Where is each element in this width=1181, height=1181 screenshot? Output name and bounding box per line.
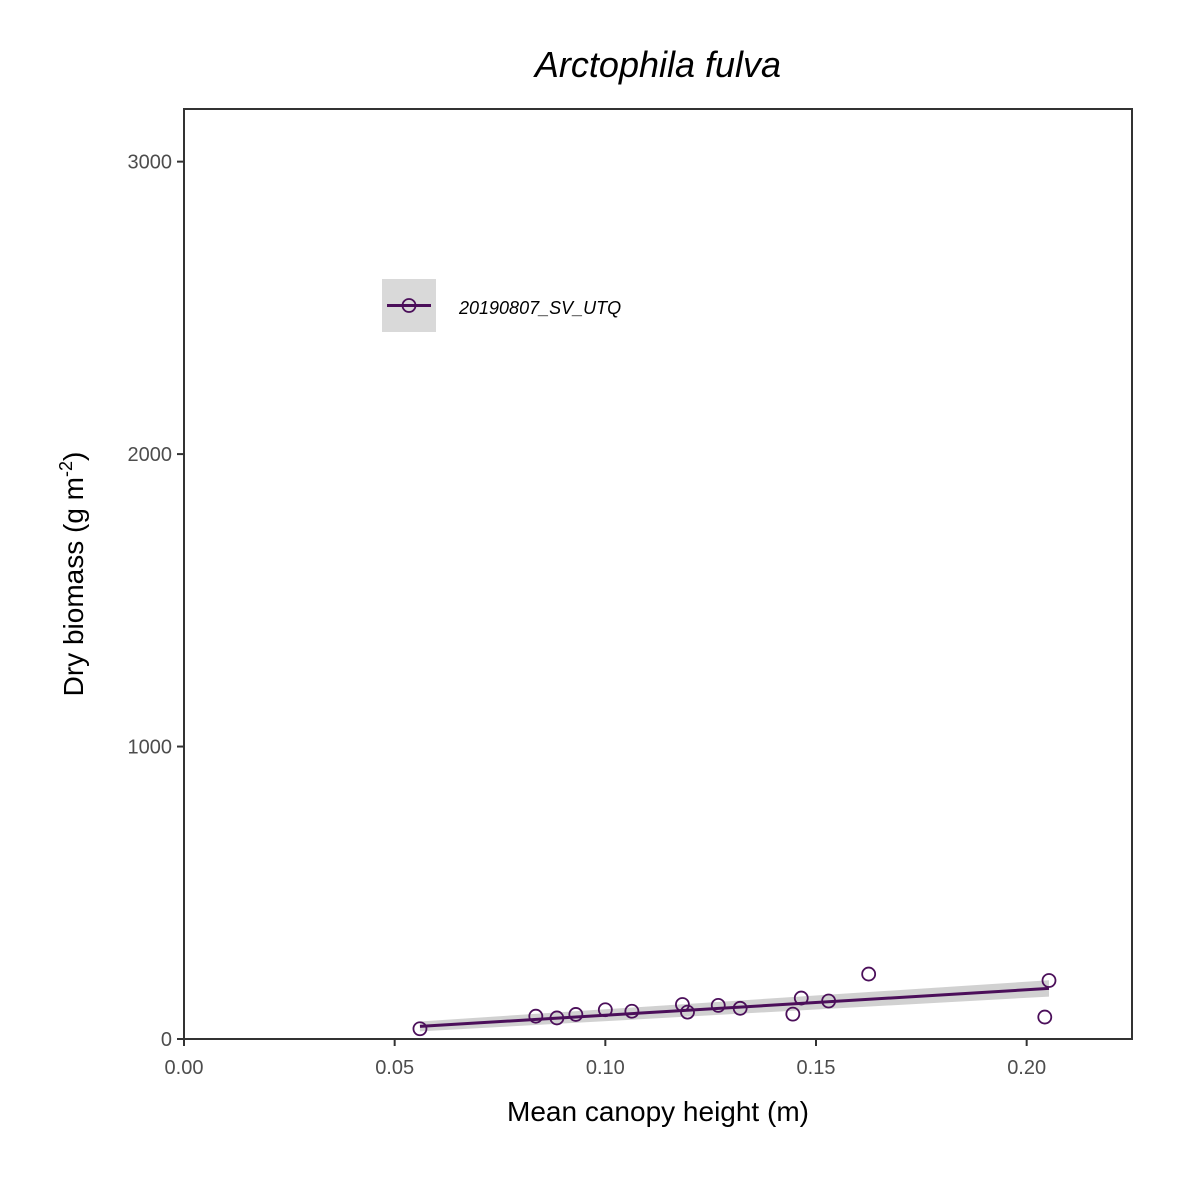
data-point xyxy=(793,990,809,1006)
x-tick-label: 0.10 xyxy=(586,1057,625,1079)
legend-label: 20190807_SV_UTQ xyxy=(458,298,621,318)
data-points-layer xyxy=(412,966,1057,1037)
y-axis: 0 1000 2000 3000 xyxy=(128,152,184,1051)
chart-title: Arctophila fulva xyxy=(533,44,781,85)
y-axis-title: Dry biomass (g m-2) xyxy=(56,452,89,697)
x-tick-label: 0.00 xyxy=(165,1057,204,1079)
data-point xyxy=(624,1003,640,1019)
data-point xyxy=(861,966,877,982)
data-point xyxy=(412,1021,428,1037)
legend-key-point xyxy=(401,298,417,313)
data-point xyxy=(675,997,690,1012)
data-point xyxy=(568,1007,584,1022)
plot-border xyxy=(183,108,1133,1040)
x-tick-label: 0.05 xyxy=(375,1057,414,1079)
plot-area xyxy=(183,108,1133,1040)
data-point xyxy=(785,1006,801,1022)
x-axis-title: Mean canopy height (m) xyxy=(507,1096,809,1127)
y-axis-title-superscript: -2 xyxy=(56,461,76,477)
data-point xyxy=(1037,1009,1053,1025)
data-point xyxy=(597,1002,613,1018)
y-axis-title-close: ) xyxy=(58,452,89,461)
data-point xyxy=(1041,973,1057,988)
legend: 20190807_SV_UTQ xyxy=(382,279,621,332)
y-tick-label: 0 xyxy=(161,1029,172,1051)
y-tick-label: 3000 xyxy=(128,152,173,174)
data-point xyxy=(549,1010,565,1026)
data-point xyxy=(710,997,726,1013)
data-point xyxy=(528,1008,544,1024)
data-point xyxy=(732,1000,748,1016)
x-tick-label: 0.15 xyxy=(797,1057,836,1079)
y-tick-label: 2000 xyxy=(128,444,173,466)
data-point xyxy=(680,1004,695,1020)
x-axis: 0.00 0.05 0.10 0.15 0.20 xyxy=(165,1039,1046,1079)
y-axis-title-text: Dry biomass (g m xyxy=(58,477,89,696)
x-tick-label: 0.20 xyxy=(1007,1057,1046,1079)
data-point xyxy=(821,993,837,1009)
y-tick-label: 1000 xyxy=(128,737,173,759)
